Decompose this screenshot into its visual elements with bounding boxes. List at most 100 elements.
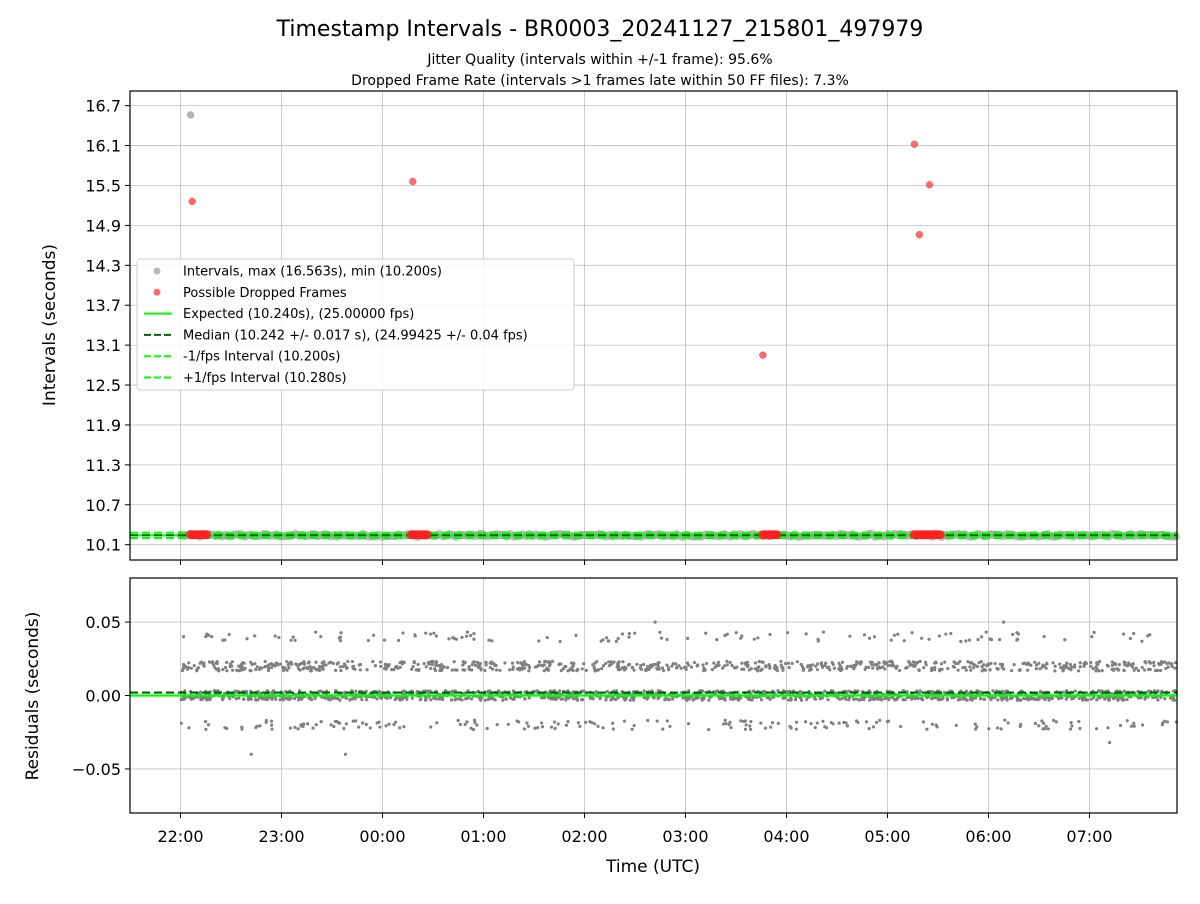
residual-point xyxy=(759,721,763,725)
residual-point xyxy=(1042,721,1046,725)
residual-point xyxy=(647,667,651,671)
intervals-y-axis-label: Intervals (seconds) xyxy=(40,244,60,406)
residual-point xyxy=(925,727,929,731)
residual-point xyxy=(893,698,897,702)
residual-point xyxy=(1106,726,1110,730)
residual-point xyxy=(820,663,824,667)
residual-point xyxy=(417,668,421,672)
residual-point xyxy=(202,664,206,668)
residual-point xyxy=(453,698,457,702)
residual-point xyxy=(1037,661,1041,665)
residual-point xyxy=(256,698,260,702)
residual-point xyxy=(747,697,751,702)
residual-point xyxy=(334,696,339,701)
residual-point xyxy=(189,666,193,670)
residual-point xyxy=(862,698,866,702)
residual-point xyxy=(845,666,849,670)
residual-point xyxy=(601,726,605,730)
residual-point xyxy=(387,722,391,726)
residual-point xyxy=(556,722,560,726)
residual-point xyxy=(498,691,503,695)
residual-point xyxy=(566,696,570,700)
residual-point xyxy=(540,721,544,725)
residual-point xyxy=(749,719,753,724)
residual-point xyxy=(212,663,216,667)
residual-point xyxy=(1144,661,1148,665)
residual-point xyxy=(761,660,765,664)
residual-point xyxy=(309,666,313,670)
residual-point xyxy=(321,667,325,671)
residual-point xyxy=(1159,659,1164,664)
residual-point xyxy=(764,664,768,668)
residual-point xyxy=(740,661,744,665)
residual-point xyxy=(449,690,453,694)
residual-point xyxy=(339,669,343,673)
x-tick-label: 06:00 xyxy=(965,827,1011,846)
residual-point xyxy=(527,663,531,668)
residual-point xyxy=(752,637,756,641)
residual-point xyxy=(628,698,632,702)
residual-point xyxy=(545,636,549,640)
residual-point xyxy=(632,724,636,728)
residual-point xyxy=(853,665,857,669)
residual-point xyxy=(578,724,582,728)
residual-point xyxy=(1044,724,1048,728)
residual-point xyxy=(416,662,420,666)
residual-point xyxy=(337,721,342,725)
residual-point xyxy=(1077,696,1081,701)
residual-point xyxy=(966,660,970,664)
residual-point xyxy=(1053,664,1057,668)
residual-point xyxy=(549,725,554,729)
residual-point xyxy=(885,660,889,665)
residuals-y-tick-label: −0.05 xyxy=(72,760,121,779)
residual-point xyxy=(437,663,441,668)
residual-point xyxy=(984,630,988,634)
residual-point xyxy=(937,634,941,638)
residual-point xyxy=(943,660,947,664)
intervals-y-tick-label: 13.7 xyxy=(85,296,121,315)
residual-point xyxy=(874,696,878,701)
residual-point xyxy=(245,691,249,695)
residual-point xyxy=(871,666,875,670)
residual-point xyxy=(206,723,211,727)
residual-point xyxy=(572,697,576,701)
residual-point xyxy=(204,727,208,731)
residual-point xyxy=(1091,666,1095,671)
residual-point xyxy=(733,666,737,670)
residual-point xyxy=(463,722,467,727)
residual-point xyxy=(1076,669,1081,673)
residual-point xyxy=(1070,724,1074,728)
residual-point xyxy=(1090,635,1094,639)
dropped-frames xyxy=(186,140,945,540)
residual-point xyxy=(242,697,246,701)
residual-point xyxy=(274,697,278,701)
residual-point xyxy=(519,666,524,671)
residual-point xyxy=(856,720,860,725)
residual-point xyxy=(763,726,768,730)
residual-point xyxy=(447,637,451,641)
legend-marker xyxy=(153,288,161,296)
residual-point xyxy=(463,691,467,695)
residual-point xyxy=(424,665,428,669)
residual-point xyxy=(828,668,832,672)
residual-point xyxy=(371,660,375,664)
residual-point xyxy=(433,668,438,673)
residual-point xyxy=(484,663,488,667)
residual-point xyxy=(400,697,404,701)
residual-point xyxy=(1077,719,1081,724)
residual-point xyxy=(291,635,295,639)
residual-point xyxy=(779,663,783,667)
intervals-y-tick-label: 15.5 xyxy=(85,176,121,195)
residual-point xyxy=(455,668,459,672)
residual-point xyxy=(980,665,984,669)
residual-point xyxy=(442,665,446,669)
residual-point xyxy=(656,661,660,665)
intervals-y-tick-label: 16.7 xyxy=(85,97,121,116)
residual-point xyxy=(313,696,317,700)
residual-point xyxy=(571,668,575,673)
residual-point xyxy=(886,663,890,668)
residual-point xyxy=(665,637,669,642)
residual-point xyxy=(1061,667,1065,671)
residual-point xyxy=(1110,660,1114,664)
residual-point xyxy=(382,638,387,642)
